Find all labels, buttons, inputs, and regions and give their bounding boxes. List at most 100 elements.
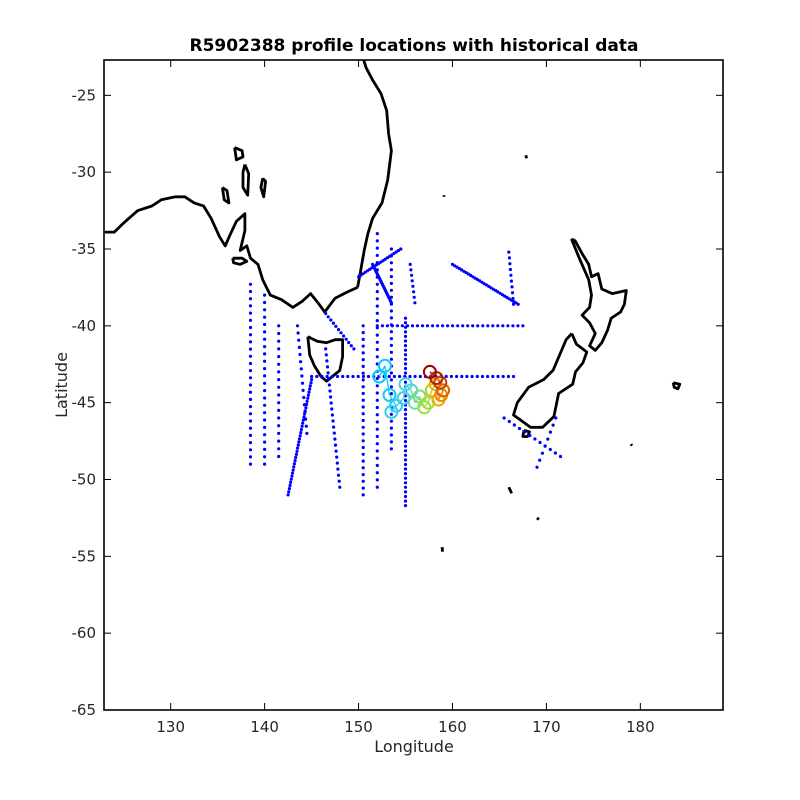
historical-point [349,344,353,348]
historical-point [330,407,334,411]
historical-point [299,360,303,364]
historical-point [361,412,365,416]
coastline-7 [259,177,267,199]
historical-point [523,430,527,434]
coastline-6 [221,186,231,205]
historical-point [263,330,267,334]
historical-point [248,433,253,437]
historical-point [305,399,309,403]
historical-point [489,286,493,290]
historical-point [455,374,459,379]
historical-point [511,324,515,328]
historical-point [331,321,335,325]
historical-point [299,431,303,435]
historical-point [403,344,408,348]
historical-point [538,458,542,462]
historical-point [516,324,520,328]
historical-point [361,337,365,341]
historical-point [263,403,267,407]
historical-point [420,324,425,328]
historical-point [286,493,290,497]
historical-point [361,378,365,382]
historical-point [291,468,295,472]
historical-point [403,321,408,325]
historical-point [332,425,336,429]
historical-point [304,417,308,421]
historical-point [277,424,281,428]
historical-point [481,324,485,328]
historical-point [389,357,393,361]
historical-point [299,367,303,371]
historical-point [375,384,379,388]
historical-point [326,315,330,319]
historical-point [409,268,413,272]
historical-point [375,463,379,468]
historical-point [441,324,445,328]
historical-point [521,324,525,328]
historical-point [297,338,301,342]
historical-point [375,246,379,250]
historical-point [375,311,379,315]
historical-point [375,355,379,359]
y-axis-label: Latitude [52,352,71,418]
historical-point [389,371,393,375]
historical-point [403,490,408,494]
historical-point [412,295,416,299]
historical-point [277,401,281,405]
historical-point [415,324,420,328]
historical-point [361,344,365,348]
historical-point [330,374,334,379]
historical-point [375,333,379,337]
historical-point [248,426,253,430]
historical-point [290,471,295,475]
historical-point [366,374,371,379]
historical-point [410,273,414,277]
y-tick-label: -45 [72,394,97,412]
historical-point [375,471,379,475]
coastline-15 [536,516,540,521]
coastline-16 [629,443,634,447]
chart-title: R5902388 profile locations with historic… [189,36,638,56]
profile-point [372,369,387,384]
historical-point [375,347,379,352]
historical-point [361,391,365,396]
historical-point [466,324,470,328]
historical-point [294,455,298,460]
historical-point [248,304,253,308]
historical-point [300,374,304,378]
historical-point [413,374,417,379]
historical-point [325,374,329,379]
historical-point [548,430,553,434]
historical-point [302,395,306,400]
historical-point [375,324,379,328]
historical-point [403,371,408,375]
historical-point [277,385,281,389]
historical-point [469,273,473,277]
historical-point [460,374,464,379]
profile-trajectory-layer [372,358,451,419]
historical-point [412,290,416,294]
historical-point [310,378,314,382]
historical-point [403,472,408,476]
historical-point [533,437,537,441]
historical-point [535,465,539,469]
historical-point [375,239,379,243]
historical-point [464,271,468,275]
historical-point [389,419,393,423]
historical-point [263,455,267,459]
historical-point [403,453,408,457]
historical-point [277,408,281,412]
historical-point [292,465,296,469]
historical-point [289,477,293,481]
historical-point [336,467,340,471]
historical-point [361,374,365,379]
historical-point [263,389,267,393]
historical-point [361,351,365,355]
coastline-layer [104,60,682,552]
historical-point [389,385,393,389]
historical-point [315,374,319,379]
historical-point [306,396,310,400]
historical-point [478,279,482,283]
historical-point [248,397,253,401]
historical-point [248,455,253,459]
